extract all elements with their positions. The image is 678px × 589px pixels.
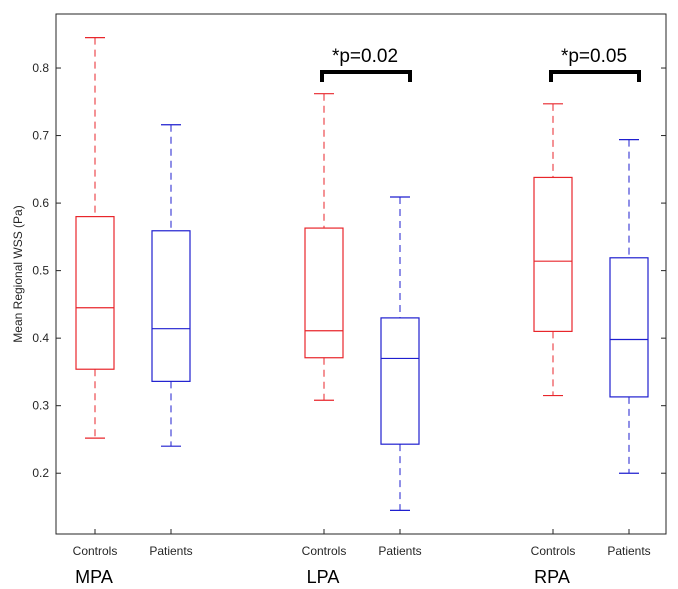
y-axis: 0.2 0.3 0.4 0.5 0.6 0.7 0.8 <box>32 61 666 480</box>
iqr-box <box>609 257 649 398</box>
p-value-label: *p=0.05 <box>561 46 627 67</box>
x-tick-label-controls: Controls <box>531 544 576 558</box>
significance-annotations: *p=0.02 *p=0.05 <box>320 46 641 82</box>
box-rpa-controls <box>533 103 573 397</box>
y-tick-label: 0.5 <box>32 264 49 278</box>
iqr-box <box>75 215 115 370</box>
significance-bracket <box>320 70 412 82</box>
boxes <box>75 37 649 511</box>
iqr-box <box>533 176 573 333</box>
p-value-label: *p=0.02 <box>332 46 398 67</box>
y-tick-label: 0.8 <box>32 61 49 75</box>
box-lpa-controls <box>304 93 344 401</box>
x-tick-label-patients: Patients <box>607 544 650 558</box>
y-tick-label: 0.4 <box>32 331 49 345</box>
box-mpa-controls <box>75 37 115 439</box>
significance-bracket <box>549 70 641 82</box>
y-tick-label: 0.7 <box>32 129 49 143</box>
y-tick-label: 0.3 <box>32 399 49 413</box>
group-label-mpa: MPA <box>75 567 113 587</box>
significance-lpa: *p=0.02 <box>320 46 412 82</box>
x-tick-label-controls: Controls <box>73 544 118 558</box>
plot-area <box>55 13 667 535</box>
iqr-box <box>304 227 344 359</box>
x-axis-labels: Controls Patients MPA Controls Patients LPA Co… <box>73 529 651 587</box>
group-mpa <box>75 37 191 447</box>
group-lpa <box>304 93 420 511</box>
group-rpa <box>533 103 649 474</box>
y-tick-label: 0.6 <box>32 196 49 210</box>
x-tick-label-patients: Patients <box>149 544 192 558</box>
x-tick-label-patients: Patients <box>378 544 421 558</box>
x-tick-label-controls: Controls <box>302 544 347 558</box>
box-lpa-patients <box>380 196 420 511</box>
iqr-box <box>380 317 420 445</box>
iqr-box <box>151 230 191 382</box>
group-label-rpa: RPA <box>534 567 570 587</box>
box-rpa-patients <box>609 139 649 474</box>
box-mpa-patients <box>151 124 191 447</box>
y-tick-label: 0.2 <box>32 466 49 480</box>
y-axis-label: Mean Regional WSS (Pa) <box>11 205 25 342</box>
group-label-lpa: LPA <box>307 567 340 587</box>
significance-rpa: *p=0.05 <box>549 46 641 82</box>
